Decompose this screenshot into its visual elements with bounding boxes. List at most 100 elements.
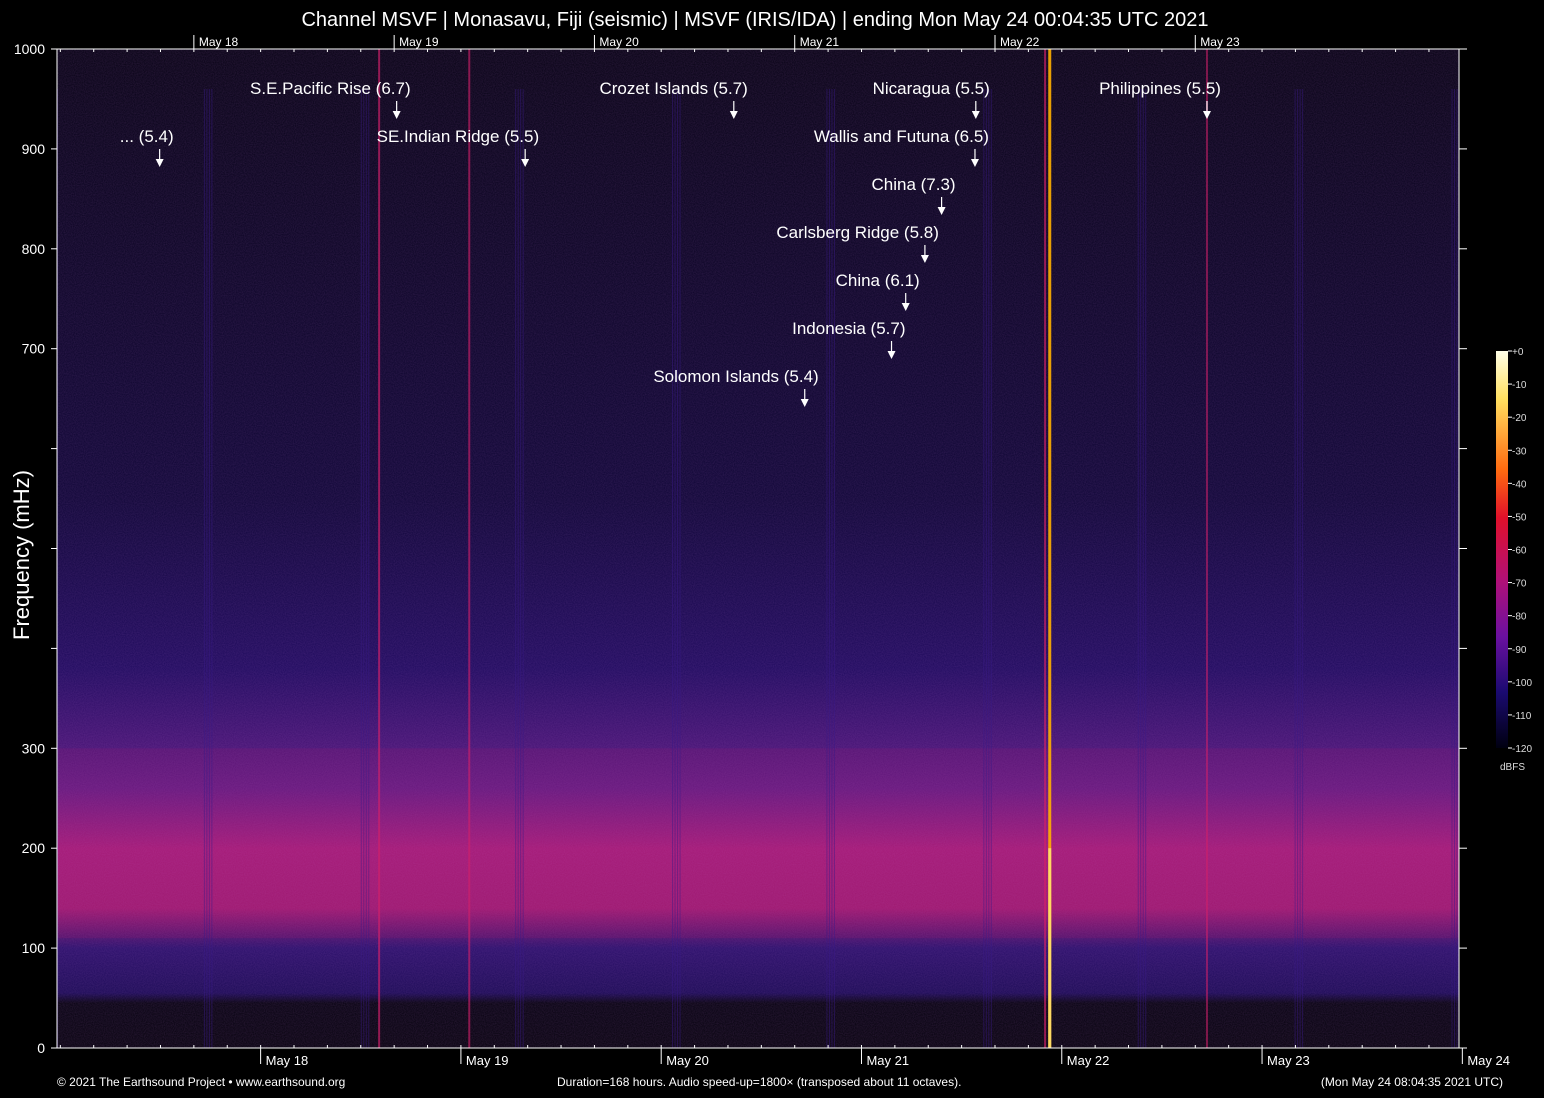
x-tick-label-top: May 21 bbox=[800, 35, 840, 49]
annotation-label: China (7.3) bbox=[871, 175, 955, 194]
y-tick-label: 200 bbox=[22, 840, 46, 856]
faint-streak bbox=[826, 89, 828, 1048]
faint-streak bbox=[677, 89, 679, 1048]
annotation-arrow-head bbox=[920, 255, 929, 263]
faint-streak bbox=[990, 89, 992, 1048]
annotation-label: Indonesia (5.7) bbox=[792, 319, 905, 338]
faint-streak bbox=[1142, 89, 1144, 1048]
x-tick-label-top: May 22 bbox=[1000, 35, 1040, 49]
annotation-label: China (6.1) bbox=[836, 271, 920, 290]
annotation-arrow-head bbox=[1202, 111, 1211, 119]
faint-streak bbox=[515, 89, 517, 1048]
faint-streak bbox=[517, 89, 519, 1048]
faint-streak bbox=[1145, 89, 1147, 1048]
y-tick-label: 0 bbox=[37, 1040, 45, 1056]
noise-band bbox=[57, 748, 1459, 939]
event-streaks bbox=[57, 49, 1458, 1048]
annotation-label: Carlsberg Ridge (5.8) bbox=[776, 223, 939, 242]
annotation-label: Nicaragua (5.5) bbox=[873, 79, 990, 98]
spectrogram-background bbox=[57, 49, 1459, 1048]
annotation-label: Philippines (5.5) bbox=[1099, 79, 1221, 98]
faint-streak bbox=[520, 89, 522, 1048]
annotation-label: Wallis and Futuna (6.5) bbox=[814, 127, 989, 146]
annotation-label: S.E.Pacific Rise (6.7) bbox=[250, 79, 411, 98]
annotation-arrow-head bbox=[800, 399, 809, 407]
x-tick-label-top: May 19 bbox=[399, 35, 439, 49]
annotation-arrow-head bbox=[887, 351, 896, 359]
annotation-label: SE.Indian Ridge (5.5) bbox=[377, 127, 540, 146]
colorbar-gradient bbox=[1496, 351, 1508, 748]
faint-streak bbox=[208, 89, 210, 1048]
y-tick-label: 300 bbox=[22, 740, 46, 756]
colorbar-tick-label: -60 bbox=[1512, 546, 1527, 557]
colorbar-tick-label: -90 bbox=[1512, 645, 1527, 656]
faint-streak bbox=[1302, 89, 1304, 1048]
annotation-arrow-head bbox=[901, 303, 910, 311]
y-tick-label: 900 bbox=[22, 141, 46, 157]
faint-streak bbox=[833, 89, 835, 1048]
faint-streak bbox=[985, 89, 987, 1048]
x-tick-label: May 23 bbox=[1267, 1053, 1310, 1068]
annotation-arrow-head bbox=[392, 111, 401, 119]
faint-streak bbox=[1299, 89, 1301, 1048]
y-tick-label: 1000 bbox=[14, 41, 45, 57]
faint-streak bbox=[828, 89, 830, 1048]
faint-streak bbox=[203, 89, 205, 1048]
x-tick-label-top: May 18 bbox=[199, 35, 239, 49]
colorbar-tick-label: -70 bbox=[1512, 579, 1527, 590]
faint-streak bbox=[206, 89, 208, 1048]
faint-streak bbox=[368, 89, 370, 1048]
y-axis-label: Frequency (mHz) bbox=[9, 470, 34, 640]
faint-streak bbox=[988, 89, 990, 1048]
x-tick-label-top: May 23 bbox=[1200, 35, 1240, 49]
footer-timestamp: (Mon May 24 08:04:35 2021 UTC) bbox=[1320, 1075, 1503, 1089]
event-streak bbox=[1205, 49, 1208, 1048]
x-tick-label: May 18 bbox=[266, 1053, 309, 1068]
colorbar: +0 -10 -20 -30 -40 -50 -60 -70 -80 -90 -100 -110 -12… bbox=[1496, 347, 1532, 755]
colorbar-tick-label: -120 bbox=[1512, 744, 1532, 755]
faint-streak bbox=[522, 89, 524, 1048]
event-streak bbox=[1048, 49, 1052, 1048]
faint-streak bbox=[983, 89, 985, 1048]
faint-streak bbox=[831, 89, 833, 1048]
event-streak bbox=[468, 49, 471, 1048]
faint-streak bbox=[672, 89, 674, 1048]
faint-streak bbox=[363, 89, 365, 1048]
annotation-arrow-head bbox=[971, 111, 980, 119]
faint-streak bbox=[1297, 89, 1299, 1048]
colorbar-tick-label: -40 bbox=[1512, 479, 1527, 490]
annotation-arrow-head bbox=[937, 207, 946, 215]
y-tick-label: 700 bbox=[22, 341, 46, 357]
faint-streak bbox=[674, 89, 676, 1048]
colorbar-tick-label: -100 bbox=[1512, 678, 1532, 689]
faint-streak bbox=[1453, 89, 1455, 1048]
y-tick-label: 100 bbox=[22, 940, 46, 956]
faint-streak bbox=[1137, 89, 1139, 1048]
annotation-arrow-head bbox=[155, 159, 164, 167]
faint-streak bbox=[679, 89, 681, 1048]
annotation-label: Solomon Islands (5.4) bbox=[653, 367, 818, 386]
colorbar-tick-label: +0 bbox=[1512, 347, 1524, 358]
colorbar-tick-label: -50 bbox=[1512, 512, 1527, 523]
faint-streak bbox=[1456, 89, 1458, 1048]
event-streak bbox=[1044, 49, 1047, 1048]
annotation-arrow-head bbox=[521, 159, 530, 167]
faint-streak bbox=[365, 89, 367, 1048]
faint-streak bbox=[360, 89, 362, 1048]
footer-duration: Duration=168 hours. Audio speed-up=1800×… bbox=[557, 1075, 962, 1089]
faint-streak bbox=[1140, 89, 1142, 1048]
event-annotations: ... (5.4) S.E.Pacific Rise (6.7) SE.Indian… bbox=[120, 79, 1221, 407]
annotation-arrow-head bbox=[970, 159, 979, 167]
x-tick-label-top: May 20 bbox=[599, 35, 639, 49]
annotation-label: Crozet Islands (5.7) bbox=[599, 79, 747, 98]
x-tick-label: May 24 bbox=[1467, 1053, 1510, 1068]
colorbar-tick-label: -20 bbox=[1512, 413, 1527, 424]
axes: 0 100 200 300 700 800 900 1000 May 18 May 19 May 2… bbox=[14, 35, 1510, 1068]
colorbar-tick-label: -10 bbox=[1512, 380, 1527, 391]
colorbar-tick-label: -110 bbox=[1512, 711, 1532, 722]
faint-streak bbox=[1294, 89, 1296, 1048]
colorbar-tick-label: -30 bbox=[1512, 446, 1527, 457]
chart-title: Channel MSVF | Monasavu, Fiji (seismic) … bbox=[301, 9, 1209, 31]
faint-streak bbox=[1451, 89, 1453, 1048]
